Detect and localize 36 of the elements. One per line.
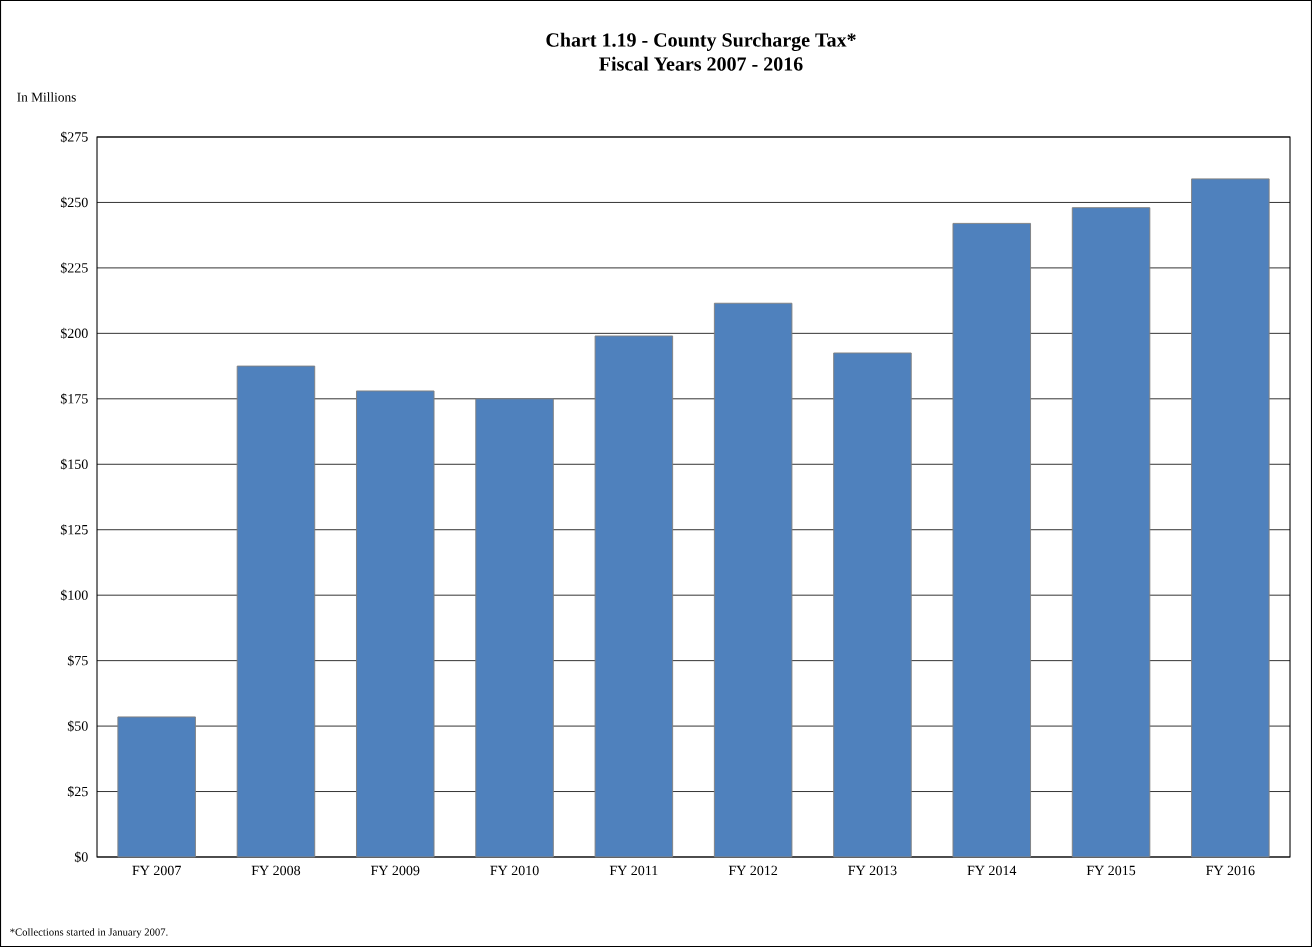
y-tick-label: $25 [67, 785, 88, 798]
bar [356, 390, 435, 858]
y-tick-label: $225 [60, 262, 88, 274]
bar [952, 222, 1031, 858]
bar [475, 398, 554, 858]
y-tick-label: $175 [60, 393, 88, 405]
y-tick-label: $125 [60, 524, 88, 536]
bar [594, 335, 674, 858]
y-axis-title: In Millions [17, 92, 76, 102]
y-tick-label: $100 [60, 589, 88, 601]
chart-title: Chart 1.19 - County Surcharge Tax* [546, 32, 856, 51]
bar [236, 365, 316, 858]
bar [833, 352, 912, 858]
x-tick-label: FY 2007 [132, 865, 181, 876]
x-tick-label: FY 2016 [1206, 865, 1255, 876]
x-tick-label: FY 2015 [1086, 865, 1136, 876]
y-tick-label: $200 [60, 327, 88, 339]
y-tick-label: $275 [60, 131, 88, 143]
x-tick-label: FY 2012 [728, 865, 778, 876]
chart-subtitle: Fiscal Years 2007 - 2016 [599, 56, 803, 71]
x-tick-label: FY 2008 [251, 865, 301, 876]
y-tick-label: $0 [74, 851, 88, 863]
x-tick-label: FY 2014 [967, 865, 1017, 876]
x-tick-label: FY 2013 [848, 865, 897, 876]
bar [1191, 178, 1270, 858]
y-tick-label: $150 [60, 458, 88, 470]
text: *Collections started in January 2007. [10, 928, 168, 938]
x-tick-label: FY 2011 [609, 865, 658, 876]
y-tick-label: $75 [67, 655, 88, 667]
bar [713, 302, 793, 858]
y-tick-label: $50 [67, 720, 88, 732]
x-tick-label: FY 2010 [490, 865, 539, 876]
x-tick-label: FY 2009 [370, 865, 420, 876]
bar [1071, 207, 1151, 858]
y-tick-label: $250 [60, 196, 88, 209]
bar [117, 716, 196, 858]
